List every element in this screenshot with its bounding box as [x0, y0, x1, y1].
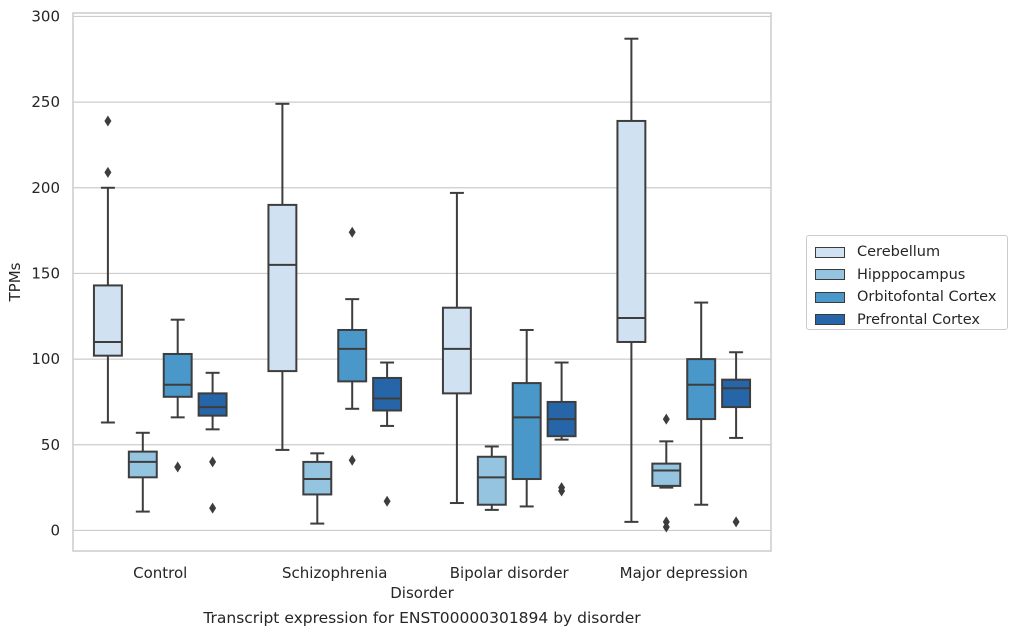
box-prefrontal-cortex-major-depression: [721, 351, 752, 528]
legend-swatch: [815, 269, 845, 281]
legend-item: Hipppocampus: [815, 264, 999, 287]
legend-label: Prefrontal Cortex: [857, 311, 980, 328]
legend-swatch: [815, 246, 845, 258]
box-iqr: [127, 450, 158, 479]
legend-item: Prefrontal Cortex: [815, 309, 999, 332]
x-tick-label: Bipolar disorder: [450, 564, 570, 582]
box-iqr: [686, 358, 717, 421]
y-tick-label: 150: [31, 264, 60, 282]
outlier-point: [348, 226, 356, 238]
x-tick-label: Major depression: [620, 564, 748, 582]
box-marks: [92, 37, 752, 533]
outlier-point: [348, 454, 356, 466]
outlier-point: [174, 461, 182, 473]
y-tick-label: 250: [31, 93, 60, 111]
plot-area-frame: [72, 12, 772, 552]
outlier-point: [662, 413, 670, 425]
outlier-point: [104, 115, 112, 127]
box-orbitofontal-cortex-bipolar-disorder: [511, 328, 542, 508]
box-iqr: [721, 378, 752, 409]
y-tick-label: 50: [41, 436, 60, 454]
legend-label: Hipppocampus: [857, 266, 966, 283]
legend-label: Cerebellum: [857, 244, 941, 261]
box-hipppocampus-major-depression: [651, 413, 682, 533]
legend-swatch: [815, 314, 845, 326]
box-prefrontal-cortex-schizophrenia: [372, 361, 403, 507]
outlier-point: [732, 516, 740, 528]
box-iqr: [476, 455, 507, 506]
box-iqr: [267, 203, 298, 373]
x-axis-label: Disorder: [390, 584, 454, 602]
box-hipppocampus-bipolar-disorder: [476, 445, 507, 511]
box-cerebellum-major-depression: [616, 37, 647, 523]
y-tick-label: 100: [31, 350, 60, 368]
box-iqr: [337, 328, 368, 383]
box-iqr: [92, 284, 123, 357]
y-axis-label: TPMs: [6, 262, 24, 302]
box-prefrontal-cortex-bipolar-disorder: [546, 361, 577, 497]
box-cerebellum-schizophrenia: [267, 102, 298, 451]
box-iqr: [162, 352, 193, 398]
box-iqr: [616, 119, 647, 343]
box-cerebellum-control: [92, 115, 123, 424]
chart-caption: Transcript expression for ENST0000030189…: [203, 609, 641, 627]
outlier-point: [558, 482, 566, 494]
box-cerebellum-bipolar-disorder: [441, 191, 472, 505]
box-orbitofontal-cortex-schizophrenia: [337, 226, 368, 466]
legend-item: Orbitofontal Cortex: [815, 286, 999, 309]
outlier-point: [209, 456, 217, 468]
box-prefrontal-cortex-control: [197, 371, 228, 514]
x-tick-label: Control: [133, 564, 187, 582]
x-axis-ticks: Control Schizophrenia Bipolar disorder Majo…: [133, 564, 748, 582]
box-iqr: [197, 392, 228, 417]
y-axis-ticks: 0 50 100 150 200 250 300: [31, 7, 60, 539]
box-iqr: [441, 306, 472, 395]
x-tick-label: Schizophrenia: [282, 564, 387, 582]
chart-legend: Cerebellum Hipppocampus Orbitofontal Corte…: [806, 235, 1008, 330]
y-tick-label: 0: [50, 521, 60, 539]
box-hipppocampus-schizophrenia: [302, 452, 333, 525]
box-iqr: [511, 382, 542, 481]
outlier-point: [383, 495, 391, 507]
box-orbitofontal-cortex-major-depression: [686, 301, 717, 506]
box-hipppocampus-control: [127, 431, 158, 513]
outlier-point: [662, 521, 670, 533]
box-iqr: [651, 462, 682, 487]
y-tick-label: 300: [31, 7, 60, 25]
outlier-point: [104, 166, 112, 178]
box-orbitofontal-cortex-control: [162, 318, 193, 473]
legend-item: Cerebellum: [815, 241, 999, 264]
legend-label: Orbitofontal Cortex: [857, 289, 997, 306]
legend-swatch: [815, 291, 845, 303]
outlier-point: [209, 502, 217, 514]
box-iqr: [372, 376, 403, 412]
y-tick-label: 200: [31, 179, 60, 197]
